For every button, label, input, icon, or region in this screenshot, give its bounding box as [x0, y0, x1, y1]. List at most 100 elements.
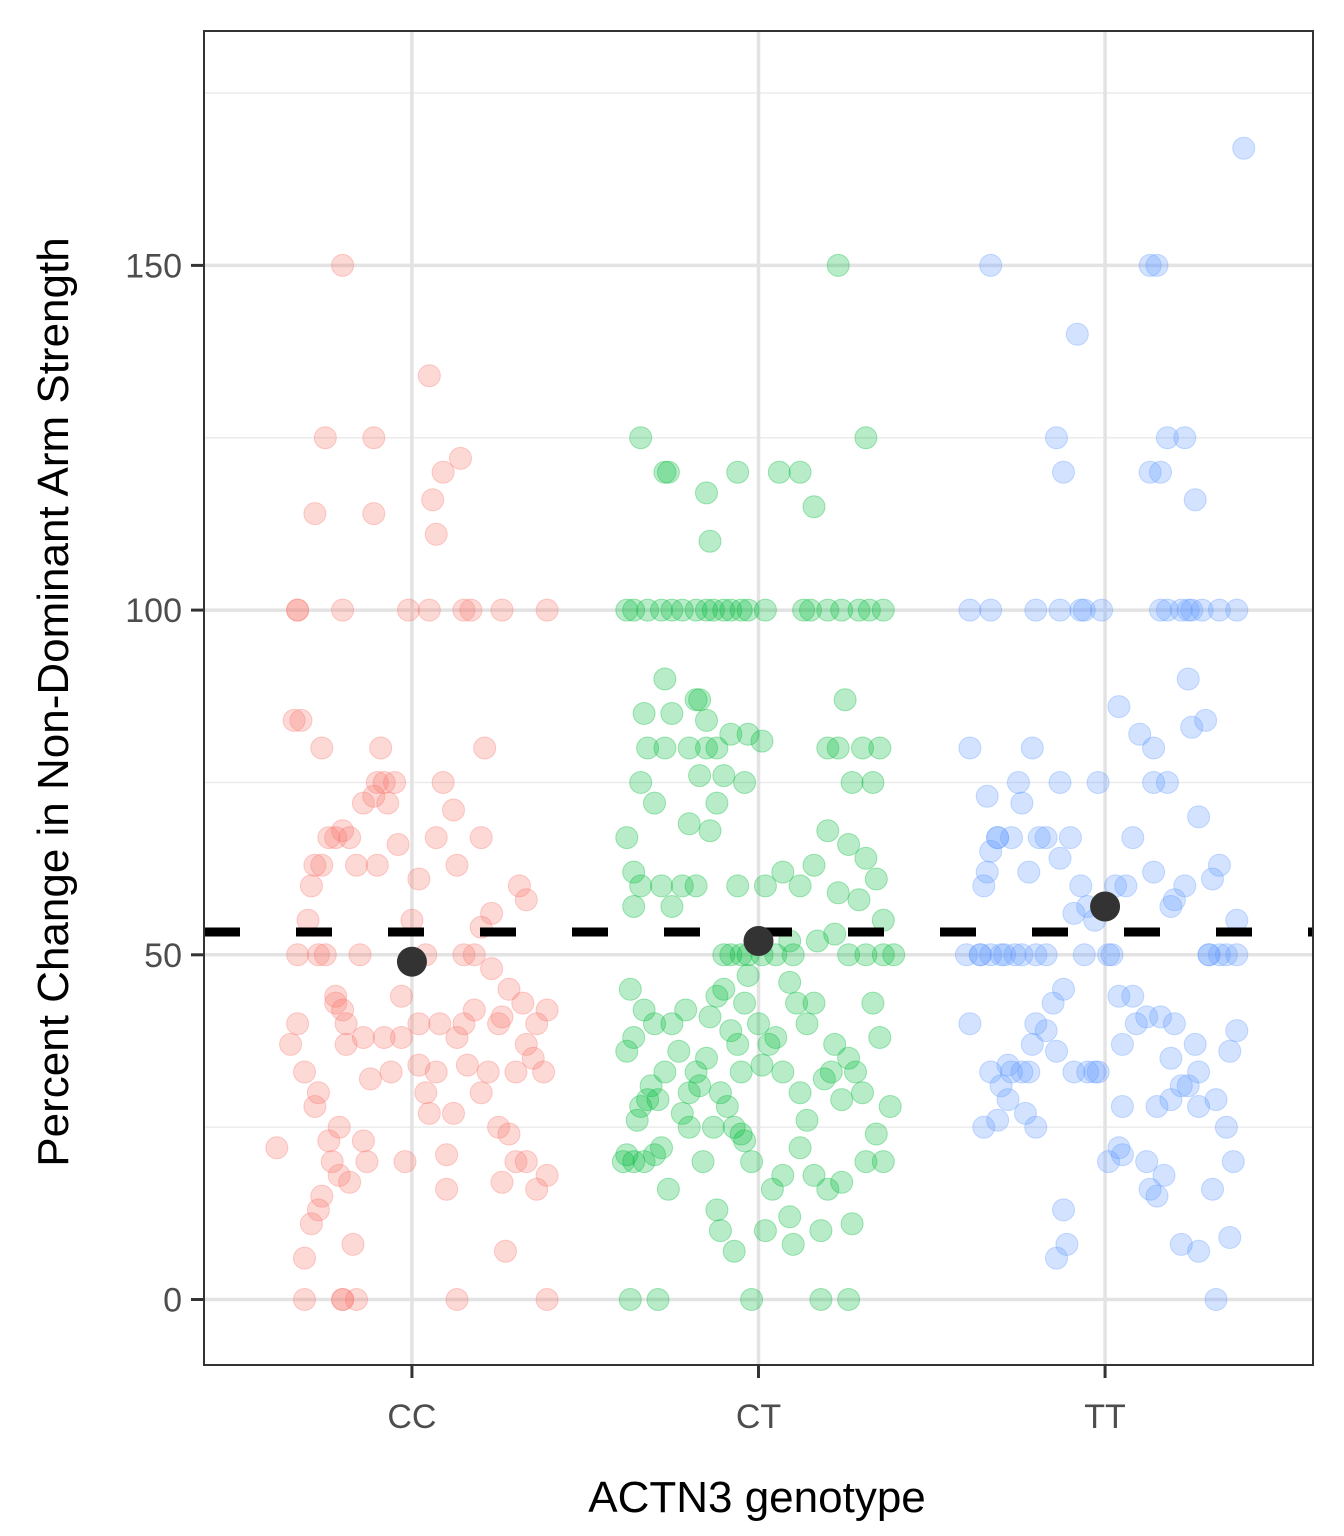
data-point-ct — [771, 1163, 795, 1187]
data-point-tt — [1138, 1177, 1162, 1201]
data-point-ct — [646, 1088, 670, 1112]
data-point-cc — [362, 784, 386, 808]
data-point-tt — [1218, 1039, 1242, 1063]
data-point-cc — [414, 1081, 438, 1105]
data-point-tt — [1086, 771, 1110, 794]
data-point-cc — [431, 460, 455, 484]
data-point-cc — [431, 771, 455, 794]
data-point-ct — [656, 460, 680, 484]
data-point-tt — [1176, 667, 1200, 691]
data-point-tt — [1142, 736, 1166, 760]
data-point-ct — [712, 598, 736, 622]
data-point-ct — [705, 791, 729, 815]
data-point-tt — [1020, 736, 1044, 760]
data-point-tt — [1145, 253, 1169, 277]
data-point-ct — [712, 764, 736, 788]
data-point-tt — [1183, 488, 1207, 512]
data-point-cc — [507, 874, 531, 898]
data-point-ct — [750, 729, 774, 753]
data-point-tt — [1159, 1046, 1183, 1070]
data-point-tt — [972, 874, 996, 898]
data-point-ct — [622, 1026, 646, 1049]
data-point-ct — [736, 964, 760, 987]
data-point-ct — [833, 688, 857, 712]
data-point-ct — [795, 1108, 819, 1132]
data-point-tt — [979, 839, 1003, 863]
data-point-ct — [840, 771, 864, 794]
data-point-ct — [629, 426, 653, 450]
data-point-ct — [636, 1088, 660, 1112]
data-point-tt — [1173, 874, 1197, 898]
data-point-ct — [615, 826, 639, 850]
data-point-cc — [445, 1026, 469, 1049]
data-point-cc — [324, 991, 348, 1015]
data-point-ct — [802, 1163, 826, 1187]
data-point-tt — [1187, 805, 1211, 829]
data-point-ct — [653, 460, 677, 484]
data-point-ct — [726, 460, 750, 484]
data-point-cc — [331, 998, 355, 1022]
data-point-ct — [625, 1108, 649, 1132]
data-point-cc — [372, 771, 396, 794]
data-point-tt — [1169, 1232, 1193, 1256]
data-point-ct — [871, 1150, 895, 1174]
data-point-ct — [719, 943, 743, 967]
data-point-ct — [871, 943, 895, 967]
data-point-cc — [397, 598, 420, 622]
data-point-ct — [708, 1081, 732, 1105]
data-point-cc — [511, 991, 535, 1015]
y-tick-label: 100 — [125, 592, 182, 630]
data-point-cc — [310, 1184, 334, 1208]
data-point-tt — [989, 1074, 1013, 1098]
y-tick-label: 0 — [163, 1282, 182, 1320]
data-point-cc — [362, 426, 386, 450]
data-point-ct — [698, 819, 722, 843]
data-point-cc — [535, 998, 559, 1022]
data-point-cc — [327, 1115, 351, 1139]
data-point-tt — [1187, 1060, 1211, 1084]
data-point-ct — [677, 1115, 701, 1139]
data-point-cc — [310, 853, 334, 877]
data-point-cc — [490, 1005, 514, 1029]
data-point-ct — [650, 1136, 673, 1160]
data-point-tt — [1010, 791, 1034, 815]
data-point-ct — [670, 874, 694, 898]
data-point-cc — [417, 598, 441, 622]
data-point-ct — [844, 1060, 867, 1084]
data-point-tt — [1225, 943, 1249, 967]
data-point-tt — [1142, 771, 1166, 794]
data-point-ct — [688, 764, 712, 788]
data-point-cc — [324, 984, 348, 1008]
data-point-cc — [480, 957, 504, 981]
data-point-ct — [878, 1095, 902, 1118]
data-point-cc — [306, 943, 330, 967]
data-point-cc — [372, 1026, 396, 1049]
data-point-ct — [677, 736, 701, 760]
data-point-ct — [670, 1101, 694, 1125]
data-point-ct — [646, 1288, 670, 1311]
data-point-ct — [805, 929, 829, 953]
data-point-ct — [840, 1212, 864, 1236]
data-point-ct — [695, 598, 718, 622]
data-point-ct — [615, 1143, 639, 1167]
data-point-ct — [826, 736, 850, 760]
data-point-ct — [826, 881, 850, 905]
data-point-ct — [778, 1205, 802, 1229]
data-point-ct — [698, 1005, 722, 1029]
data-point-cc — [355, 1150, 379, 1174]
data-point-ct — [684, 688, 708, 712]
data-point-ct — [736, 598, 760, 622]
data-point-ct — [788, 1081, 812, 1105]
data-point-tt — [996, 1088, 1020, 1112]
data-point-ct — [736, 722, 760, 746]
data-point-tt — [968, 943, 992, 967]
data-point-ct — [812, 1067, 836, 1091]
data-point-tt — [1069, 598, 1093, 622]
data-point-cc — [535, 598, 559, 622]
data-point-cc — [452, 943, 476, 967]
x-axis-title: ACTN3 genotype — [588, 1473, 926, 1522]
data-point-cc — [390, 1026, 413, 1049]
data-point-tt — [1135, 1005, 1159, 1029]
data-point-ct — [854, 846, 878, 870]
data-point-tt — [1214, 1115, 1238, 1139]
